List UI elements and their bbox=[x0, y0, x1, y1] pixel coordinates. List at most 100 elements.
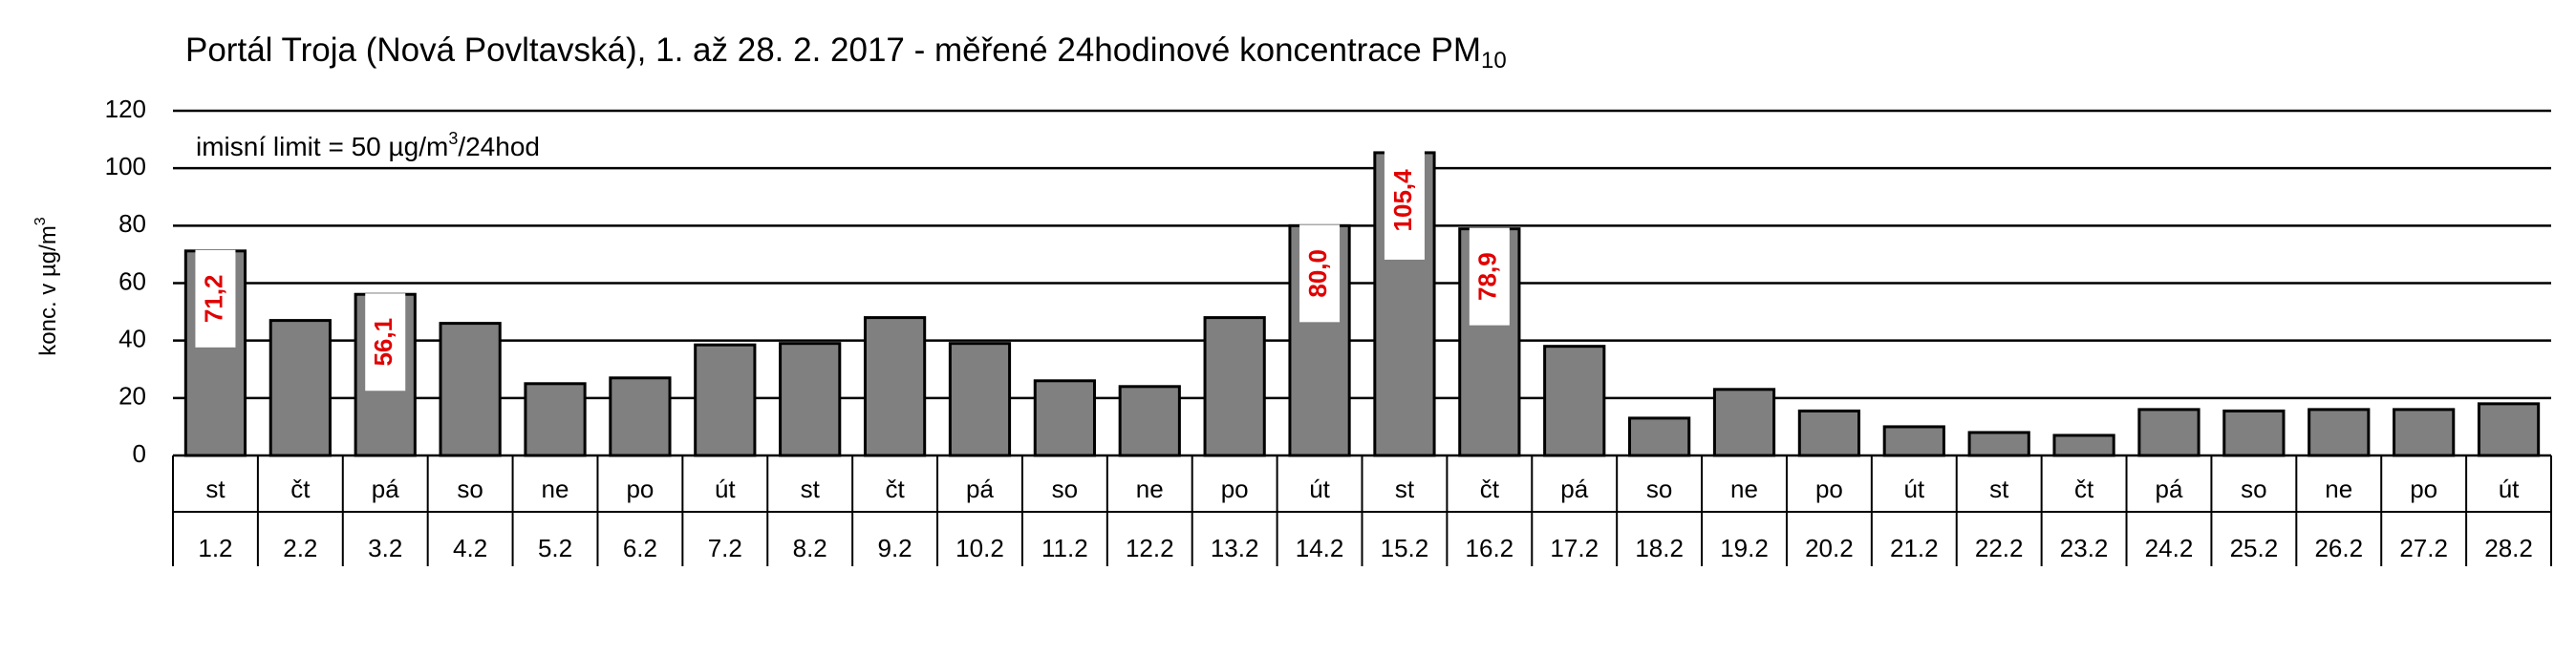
x-tick-label: 7.2 bbox=[708, 534, 742, 562]
bar bbox=[1797, 409, 1861, 457]
bar bbox=[609, 376, 672, 457]
x-weekday-label: po bbox=[1221, 475, 1249, 503]
value-label-box bbox=[195, 249, 236, 348]
value-label-box bbox=[1469, 227, 1510, 326]
bar bbox=[1628, 416, 1691, 457]
annotation-superscript: 3 bbox=[448, 129, 458, 148]
x-weekday-label: po bbox=[2410, 475, 2437, 503]
x-tick-label: 14.2 bbox=[1296, 534, 1344, 562]
value-label-box bbox=[1299, 224, 1341, 323]
x-weekday-label: so bbox=[1052, 475, 1078, 503]
y-axis-label: konc. v µg/m3 bbox=[32, 217, 61, 356]
x-tick-label: 10.2 bbox=[955, 534, 1004, 562]
x-weekday-label: pá bbox=[2156, 475, 2183, 503]
bar bbox=[948, 342, 1012, 457]
x-weekday-label: ne bbox=[1730, 475, 1758, 503]
y-tick-label: 60 bbox=[118, 266, 146, 295]
x-weekday-label: ne bbox=[542, 475, 569, 503]
annotation-text: /24hod bbox=[458, 132, 540, 161]
bar bbox=[1033, 379, 1096, 457]
x-tick-label: 24.2 bbox=[2145, 534, 2194, 562]
bar bbox=[2137, 408, 2200, 457]
x-tick-label: 18.2 bbox=[1635, 534, 1684, 562]
x-weekday-label: ne bbox=[1136, 475, 1164, 503]
x-weekday-label: čt bbox=[2074, 475, 2094, 503]
bar bbox=[2393, 408, 2456, 457]
bar bbox=[524, 382, 587, 457]
x-tick-label: 1.2 bbox=[198, 534, 232, 562]
x-tick-label: 28.2 bbox=[2484, 534, 2533, 562]
y-tick-label: 40 bbox=[118, 325, 146, 353]
x-tick-label: 26.2 bbox=[2314, 534, 2363, 562]
bar bbox=[2222, 409, 2286, 457]
value-label-box bbox=[1384, 140, 1425, 260]
y-label-superscript: 3 bbox=[32, 217, 49, 225]
value-label: 56,1 bbox=[369, 318, 397, 367]
x-weekday-label: pá bbox=[372, 475, 399, 503]
x-weekday-label: so bbox=[1646, 475, 1672, 503]
x-tick-label: 5.2 bbox=[538, 534, 572, 562]
value-label: 105,4 bbox=[1388, 169, 1417, 232]
x-weekday-label: pá bbox=[966, 475, 994, 503]
bar bbox=[2052, 434, 2115, 457]
x-weekday-label: po bbox=[1815, 475, 1843, 503]
x-tick-label: 8.2 bbox=[793, 534, 827, 562]
y-tick-label: 0 bbox=[133, 439, 146, 468]
x-tick-label: 12.2 bbox=[1126, 534, 1174, 562]
x-tick-label: 17.2 bbox=[1550, 534, 1599, 562]
x-weekday-label: čt bbox=[1480, 475, 1500, 503]
bar bbox=[1712, 388, 1776, 457]
bar bbox=[1882, 425, 1945, 457]
value-label: 78,9 bbox=[1473, 252, 1502, 301]
x-tick-label: 27.2 bbox=[2399, 534, 2448, 562]
bar bbox=[439, 322, 502, 457]
bar bbox=[2477, 402, 2541, 457]
x-weekday-label: st bbox=[801, 475, 821, 503]
x-weekday-label: st bbox=[1989, 475, 2009, 503]
x-tick-label: 2.2 bbox=[283, 534, 317, 562]
x-tick-label: 6.2 bbox=[623, 534, 657, 562]
y-tick-label: 120 bbox=[105, 95, 146, 123]
x-tick-label: 23.2 bbox=[2060, 534, 2109, 562]
value-label: 71,2 bbox=[199, 275, 227, 324]
bar bbox=[779, 342, 842, 457]
x-weekday-label: ne bbox=[2325, 475, 2352, 503]
x-weekday-label: út bbox=[1903, 475, 1924, 503]
x-tick-label: 3.2 bbox=[368, 534, 402, 562]
y-tick-label: 20 bbox=[118, 382, 146, 411]
x-weekday-label: pá bbox=[1560, 475, 1588, 503]
x-weekday-label: út bbox=[1309, 475, 1330, 503]
x-tick-label: 16.2 bbox=[1466, 534, 1514, 562]
title-subscript: 10 bbox=[1481, 48, 1507, 74]
bar bbox=[268, 319, 332, 457]
x-tick-label: 22.2 bbox=[1975, 534, 2024, 562]
x-weekday-label: čt bbox=[290, 475, 311, 503]
x-weekday-label: st bbox=[1395, 475, 1415, 503]
value-label-box bbox=[365, 293, 406, 391]
x-weekday-label: so bbox=[2241, 475, 2266, 503]
x-weekday-label: st bbox=[205, 475, 225, 503]
chart-title: Portál Troja (Nová Povltavská), 1. až 28… bbox=[185, 32, 1507, 74]
value-label: 80,0 bbox=[1303, 249, 1332, 298]
x-weekday-label: čt bbox=[885, 475, 905, 503]
bar bbox=[1543, 345, 1606, 457]
x-weekday-label: po bbox=[626, 475, 654, 503]
x-tick-label: 15.2 bbox=[1381, 534, 1429, 562]
x-tick-label: 11.2 bbox=[1041, 534, 1088, 562]
bar bbox=[694, 343, 757, 457]
x-tick-label: 4.2 bbox=[453, 534, 487, 562]
x-tick-label: 25.2 bbox=[2230, 534, 2279, 562]
y-label-text: konc. v µg/m bbox=[35, 225, 61, 356]
x-tick-label: 19.2 bbox=[1720, 534, 1769, 562]
x-tick-label: 9.2 bbox=[878, 534, 912, 562]
title-text: Portál Troja (Nová Povltavská), 1. až 28… bbox=[185, 32, 1481, 69]
x-tick-label: 20.2 bbox=[1805, 534, 1854, 562]
bar bbox=[1118, 385, 1181, 457]
x-weekday-label: út bbox=[715, 475, 736, 503]
x-weekday-label: so bbox=[457, 475, 483, 503]
x-tick-label: 21.2 bbox=[1890, 534, 1939, 562]
y-tick-label: 80 bbox=[118, 209, 146, 238]
bar bbox=[863, 316, 927, 457]
x-weekday-label: út bbox=[2499, 475, 2520, 503]
